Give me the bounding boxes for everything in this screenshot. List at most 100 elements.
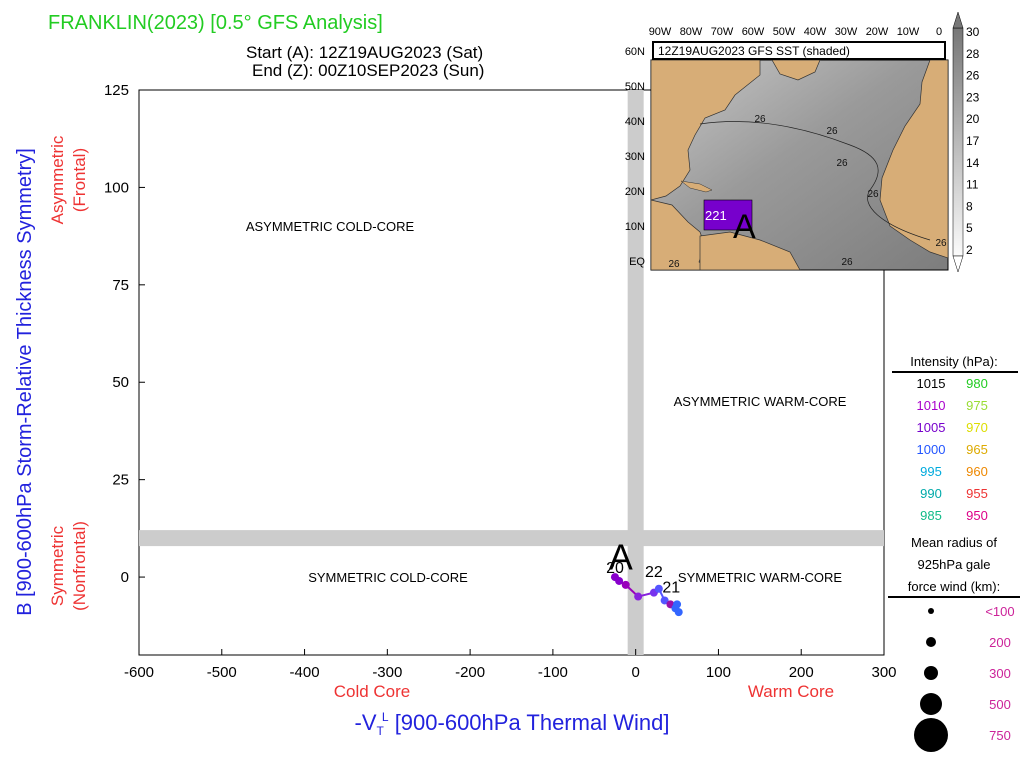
intensity-label: 955: [966, 486, 988, 501]
quadrant-bottom-right: SYMMETRIC WARM-CORE: [678, 570, 843, 585]
x-label-cold-core: Cold Core: [334, 682, 411, 701]
start-time: Start (A): 12Z19AUG2023 (Sat): [246, 43, 483, 62]
radius-label: 200: [989, 635, 1011, 650]
y-label-asymmetric: Asymmetric: [48, 135, 67, 224]
intensity-label: 950: [966, 508, 988, 523]
x-axis-title: -VTL [900-600hPa Thermal Wind]: [355, 710, 670, 738]
y-label-frontal: (Frontal): [70, 148, 89, 212]
x-tick-label: -500: [207, 664, 237, 681]
horizontal-band: [139, 530, 884, 547]
colorbar-label: 11: [966, 178, 979, 192]
radius-symbol: [914, 718, 948, 752]
intensity-label: 965: [966, 442, 988, 457]
colorbar-arrow-top: [952, 11, 964, 29]
inset-sst-labels: 26 26 26 26 26 26 26: [668, 114, 947, 270]
track-day-label: 21: [662, 580, 680, 597]
intensity-label: 980: [966, 376, 988, 391]
africa-europe-land: [879, 60, 948, 259]
track-point: [634, 592, 643, 601]
inset-lon-label: 40W: [804, 26, 827, 38]
inset-lat-label: 20N: [625, 186, 645, 198]
y-tick-label: 0: [121, 569, 129, 586]
inset-lon-label: 10W: [897, 26, 920, 38]
radius-label: <100: [985, 604, 1014, 619]
y-label-symmetric: Symmetric: [48, 525, 67, 606]
inset-lon-label: 0: [936, 26, 942, 38]
track-point: [674, 608, 683, 617]
track-point: [615, 576, 624, 585]
track-day-label: 22: [645, 564, 663, 581]
chart-title: FRANKLIN(2023) [0.5° GFS Analysis]: [48, 12, 383, 34]
y-tick-label: 75: [112, 277, 129, 294]
vertical-band: [627, 90, 644, 655]
x-label-warm-core: Warm Core: [748, 682, 834, 701]
track-day-label: 20: [606, 560, 624, 577]
radius-symbol: [926, 637, 936, 647]
inset-lat-label: 60N: [625, 46, 645, 58]
intensity-label: 1000: [917, 442, 946, 457]
sst-contour-label: 26: [754, 114, 766, 125]
inset-lat-label: 50N: [625, 81, 645, 93]
sst-contour-label: 26: [836, 158, 848, 169]
colorbar-label: 20: [966, 112, 980, 126]
inset-lat-label: 10N: [625, 221, 645, 233]
intensity-label: 995: [920, 464, 942, 479]
inset-lat-labels: 60N 50N 40N 30N 20N 10N EQ: [625, 46, 646, 268]
y-axis-title: B [900-600hPa Storm-Relative Thickness S…: [14, 148, 36, 616]
x-tick-label: -400: [290, 664, 320, 681]
x-tick-label: -600: [124, 664, 154, 681]
colorbar-label: 14: [966, 156, 980, 170]
y-label-nonfrontal: (Nonfrontal): [70, 521, 89, 611]
x-tick-label: 100: [706, 664, 731, 681]
x-tick-label: -300: [372, 664, 402, 681]
quadrant-bottom-left: SYMMETRIC COLD-CORE: [308, 570, 468, 585]
inset-lon-label: 50W: [773, 26, 796, 38]
sst-contour-label: 26: [826, 126, 838, 137]
colorbar-arrow-bottom: [952, 255, 964, 273]
inset-lat-label: EQ: [629, 256, 645, 268]
y-tick-label: 25: [112, 472, 129, 489]
radius-title-3: force wind (km):: [908, 579, 1000, 594]
radius-symbol: [928, 608, 934, 614]
track-point: [621, 580, 630, 589]
intensity-label: 985: [920, 508, 942, 523]
inset-lon-label: 30W: [835, 26, 858, 38]
quadrant-right-middle: ASYMMETRIC WARM-CORE: [674, 394, 847, 409]
axis-ticks: -600 -500 -400 -300 -200 -100 0 100 200 300 0 25 50 7…: [104, 82, 897, 681]
x-tick-label: -200: [455, 664, 485, 681]
sst-contour-label: 26: [841, 257, 853, 268]
intensity-title: Intensity (hPa):: [910, 354, 997, 369]
greenland-land: [771, 60, 821, 81]
inset-lat-label: 40N: [625, 116, 645, 128]
colorbar-label: 5: [966, 221, 973, 235]
radius-label: 500: [989, 697, 1011, 712]
radius-label: 300: [989, 666, 1011, 681]
sst-contour-label: 26: [668, 259, 680, 270]
y-tick-label: 100: [104, 179, 129, 196]
radius-label: 750: [989, 728, 1011, 743]
sst-contour-label: 26: [867, 189, 879, 200]
intensity-label: 1010: [917, 398, 946, 413]
inset-lon-labels: 90W 80W 70W 60W 50W 40W 30W 20W 10W 0: [649, 26, 942, 38]
inset-lon-label: 90W: [649, 26, 672, 38]
inset-storm-days: 221: [705, 208, 727, 223]
inset-storm-start: A: [733, 208, 756, 246]
intensity-label: 990: [920, 486, 942, 501]
intensity-label: 1005: [917, 420, 946, 435]
colorbar-label: 8: [966, 199, 973, 213]
cuba-land: [680, 180, 713, 193]
radius-symbol: [920, 693, 942, 715]
x-tick-label: -100: [538, 664, 568, 681]
inset-lat-label: 30N: [625, 151, 645, 163]
colorbar-label: 17: [966, 134, 980, 148]
y-tick-label: 125: [104, 82, 129, 99]
track-start-label: A: [609, 536, 633, 577]
radius-title-1: Mean radius of: [911, 535, 997, 550]
colorbar-label: 28: [966, 47, 980, 61]
track-point: [654, 584, 663, 593]
inset-lon-label: 80W: [680, 26, 703, 38]
x-tick-label: 0: [631, 664, 639, 681]
intensity-label: 975: [966, 398, 988, 413]
end-time: End (Z): 00Z10SEP2023 (Sun): [252, 61, 484, 80]
